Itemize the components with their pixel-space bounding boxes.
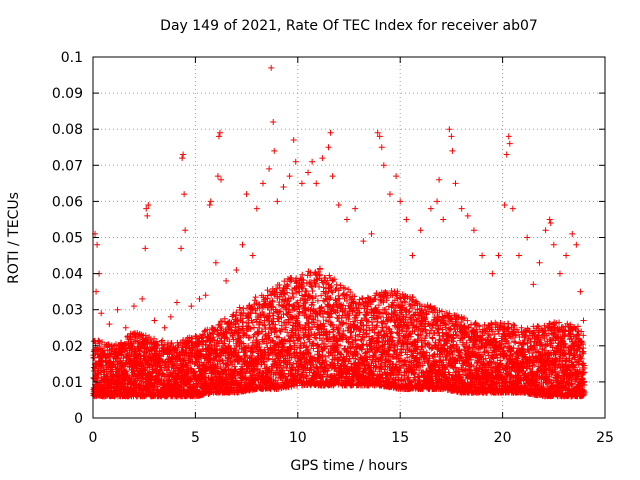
data-point [142,367,149,374]
data-point [161,341,168,348]
data-point [180,385,187,392]
data-point [99,339,106,346]
data-point [159,337,166,344]
data-point [309,287,316,294]
data-point [147,336,154,343]
data-point [94,374,101,381]
data-point [95,338,102,345]
data-point [122,341,129,348]
data-point [153,338,160,345]
data-point [146,333,153,340]
chart-title: Day 149 of 2021, Rate Of TEC Index for r… [160,18,538,34]
data-point [118,363,125,370]
data-point [132,385,139,392]
data-point [333,281,340,288]
data-point [99,363,106,370]
data-point [91,354,98,361]
data-point [429,335,436,342]
data-points [90,64,588,400]
data-point [168,340,175,347]
data-point [187,365,194,372]
data-point [151,335,158,342]
data-point [252,294,259,301]
data-point [165,377,172,384]
data-point [110,374,117,381]
data-point [174,346,181,353]
data-point [320,313,327,320]
data-point [330,277,337,284]
